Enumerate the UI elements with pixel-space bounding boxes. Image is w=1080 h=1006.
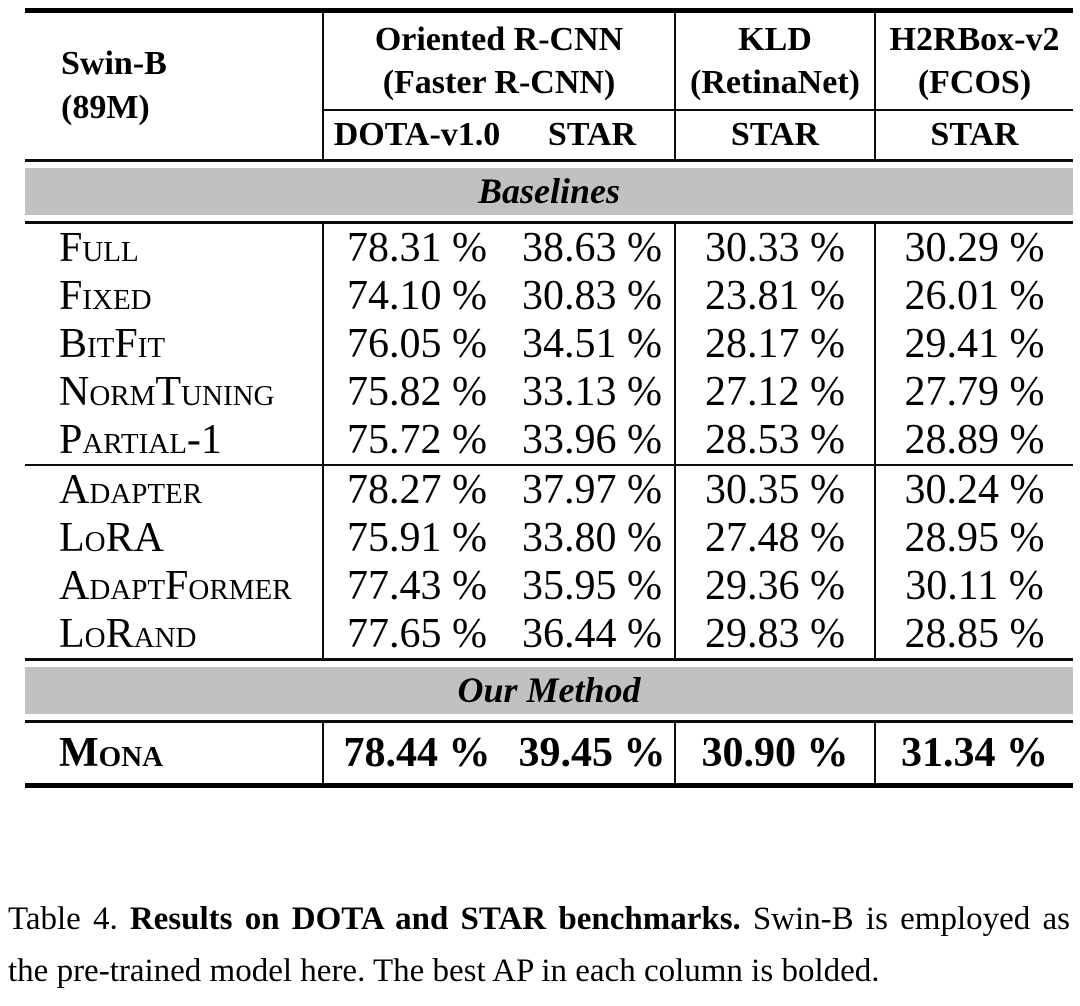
row-label: NormTuning bbox=[59, 369, 275, 415]
our-method-band-cell: Our Method bbox=[25, 658, 1073, 723]
group-header-kld: KLD (RetinaNet) bbox=[674, 8, 875, 110]
cell-value: 74.10 % bbox=[322, 272, 510, 320]
header-dataset-row: DOTA-v1.0 STAR STAR STAR bbox=[25, 109, 1073, 161]
col-header-star-3: STAR bbox=[874, 109, 1073, 161]
caption-number: Table 4. bbox=[8, 901, 118, 937]
cell-value: 30.29 % bbox=[874, 222, 1073, 272]
cell-value: 78.44 % bbox=[322, 721, 510, 788]
results-table: Swin-B (89M) Oriented R-CNN (Faster R-CN… bbox=[25, 8, 1073, 788]
cell-value: 30.11 % bbox=[874, 562, 1073, 610]
group3-title: H2RBox-v2 bbox=[889, 21, 1060, 58]
table-row: Fixed 74.10 % 30.83 % 23.81 % 26.01 % bbox=[25, 272, 1073, 320]
caption-title: Results on DOTA and STAR benchmarks. bbox=[129, 901, 741, 937]
cell-value: 36.44 % bbox=[522, 611, 662, 657]
our-method-band: Our Method bbox=[25, 667, 1073, 714]
page: Swin-B (89M) Oriented R-CNN (Faster R-CN… bbox=[0, 8, 1080, 1006]
model-header-cell: Swin-B (89M) bbox=[25, 8, 323, 161]
cell-value: 28.85 % bbox=[874, 610, 1073, 660]
row-label: Fixed bbox=[59, 273, 152, 319]
row-label: Mona bbox=[25, 721, 323, 788]
cell-value: 75.82 % bbox=[322, 368, 510, 416]
col-header-star-1: STAR bbox=[510, 109, 675, 161]
caption-text: Swin-B is employed as the pre-trained mo… bbox=[8, 901, 1070, 989]
header-group-row: Swin-B (89M) Oriented R-CNN (Faster R-CN… bbox=[25, 8, 1073, 161]
row-label: Full bbox=[59, 225, 139, 271]
row-label: LoRand bbox=[59, 611, 197, 657]
cell-value: 33.13 % bbox=[522, 369, 662, 415]
cell-value: 76.05 % bbox=[322, 320, 510, 368]
cell-value: 30.35 % bbox=[674, 464, 875, 514]
row-label: Partial-1 bbox=[59, 417, 222, 463]
table-row: LoRA 75.91 % 33.80 % 27.48 % 28.95 % bbox=[25, 514, 1073, 562]
table-row: Partial-1 75.72 % 33.96 % 28.53 % 28.89 … bbox=[25, 416, 1073, 465]
cell-value: 28.95 % bbox=[874, 514, 1073, 562]
cell-value: 33.96 % bbox=[522, 417, 662, 463]
model-size: (89M) bbox=[61, 89, 150, 126]
cell-value: 30.33 % bbox=[674, 222, 875, 272]
group-header-h2rbox: H2RBox-v2 (FCOS) bbox=[874, 8, 1073, 110]
table-row: LoRand 77.65 % 36.44 % 29.83 % 28.85 % bbox=[25, 610, 1073, 660]
cell-value: 77.43 % bbox=[322, 562, 510, 610]
cell-value: 35.95 % bbox=[522, 563, 662, 609]
table-row: AdaptFormer 77.43 % 35.95 % 29.36 % 30.1… bbox=[25, 562, 1073, 610]
row-label: BitFit bbox=[59, 321, 166, 367]
our-method-band-row: Our Method bbox=[25, 658, 1073, 723]
table-row: NormTuning 75.82 % 33.13 % 27.12 % 27.79… bbox=[25, 368, 1073, 416]
cell-value: 29.83 % bbox=[674, 610, 875, 660]
cell-value: 77.65 % bbox=[322, 610, 510, 660]
cell-value: 30.90 % bbox=[674, 721, 875, 788]
cell-value: 23.81 % bbox=[674, 272, 875, 320]
cell-value: 34.51 % bbox=[522, 321, 662, 367]
cell-value: 27.48 % bbox=[674, 514, 875, 562]
cell-value: 28.17 % bbox=[674, 320, 875, 368]
baselines-band-cell: Baselines bbox=[25, 159, 1073, 224]
cell-value: 27.79 % bbox=[874, 368, 1073, 416]
cell-value: 27.12 % bbox=[674, 368, 875, 416]
table-caption: Table 4. Results on DOTA and STAR benchma… bbox=[8, 893, 1070, 997]
row-label: AdaptFormer bbox=[59, 563, 292, 609]
table-row: Adapter 78.27 % 37.97 % 30.35 % 30.24 % bbox=[25, 464, 1073, 514]
col-header-star-2: STAR bbox=[674, 109, 875, 161]
group-header-oriented-rcnn: Oriented R-CNN (Faster R-CNN) bbox=[322, 8, 675, 110]
cell-value: 29.41 % bbox=[874, 320, 1073, 368]
baselines-band-row: Baselines bbox=[25, 159, 1073, 224]
baselines-band: Baselines bbox=[25, 168, 1073, 215]
model-name: Swin-B bbox=[61, 45, 167, 82]
cell-value: 75.72 % bbox=[322, 416, 510, 465]
row-label: LoRA bbox=[59, 515, 164, 561]
cell-value: 78.27 % bbox=[322, 464, 510, 514]
group2-subtitle: (RetinaNet) bbox=[690, 64, 860, 101]
cell-value: 33.80 % bbox=[522, 515, 662, 561]
group2-title: KLD bbox=[738, 21, 812, 58]
group1-title: Oriented R-CNN bbox=[374, 21, 624, 58]
cell-value: 30.83 % bbox=[522, 273, 662, 319]
cell-value: 30.24 % bbox=[874, 464, 1073, 514]
col-header-dota: DOTA-v1.0 bbox=[322, 109, 510, 161]
cell-value: 26.01 % bbox=[874, 272, 1073, 320]
cell-value: 38.63 % bbox=[522, 225, 662, 271]
cell-value: 28.89 % bbox=[874, 416, 1073, 465]
table-row: Full 78.31 % 38.63 % 30.33 % 30.29 % bbox=[25, 222, 1073, 272]
cell-value: 28.53 % bbox=[674, 416, 875, 465]
group3-subtitle: (FCOS) bbox=[917, 64, 1032, 101]
row-label: Adapter bbox=[25, 464, 323, 514]
cell-value: 39.45 % bbox=[510, 721, 675, 788]
cell-value: 78.31 % bbox=[322, 222, 510, 272]
cell-value: 37.97 % bbox=[510, 464, 675, 514]
mona-row: Mona 78.44 % 39.45 % 30.90 % 31.34 % bbox=[25, 721, 1073, 788]
group1-subtitle: (Faster R-CNN) bbox=[382, 64, 616, 101]
cell-value: 29.36 % bbox=[674, 562, 875, 610]
cell-value: 31.34 % bbox=[874, 721, 1073, 788]
cell-value: 75.91 % bbox=[322, 514, 510, 562]
table-row: BitFit 76.05 % 34.51 % 28.17 % 29.41 % bbox=[25, 320, 1073, 368]
